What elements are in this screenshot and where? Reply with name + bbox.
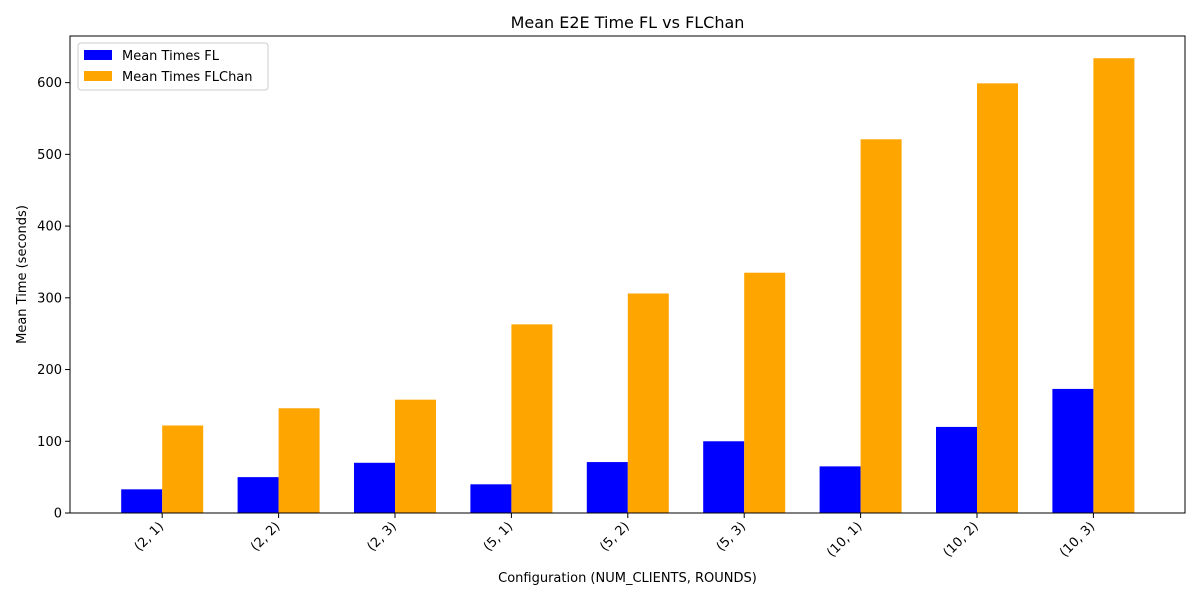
legend-box [77, 42, 269, 91]
x-tick-label-7: (10, 2) [941, 519, 982, 560]
bar-flchan-3 [511, 324, 553, 513]
bar-flchan-1 [278, 408, 320, 513]
legend-swatch-flchan [84, 71, 112, 81]
x-tick-label-5: (5, 3) [714, 519, 749, 554]
legend-label-flchan: Mean Times FLChan [122, 70, 253, 85]
bar-flchan-7 [977, 83, 1018, 513]
x-tick-label-6: (10, 1) [824, 519, 865, 560]
bar-flchan-5 [744, 272, 786, 513]
x-tick-label-3: (5, 1) [481, 519, 516, 554]
x-tick-label-2: (2, 3) [365, 519, 400, 554]
bar-fl-5 [703, 441, 745, 513]
bar-fl-1 [237, 477, 279, 513]
y-axis: 0 100 200 300 400 500 600 [37, 76, 70, 522]
x-tick-label-0: (2, 1) [132, 519, 167, 554]
bar-flchan-2 [395, 399, 436, 513]
x-tick-label-8: (10, 3) [1057, 519, 1098, 560]
chart-title: Mean E2E Time FL vs FLChan [511, 13, 745, 32]
y-tick-label-2: 200 [37, 363, 62, 378]
bar-fl-8 [1052, 388, 1094, 513]
bars-group [121, 58, 1135, 514]
plot-frame [69, 35, 1186, 514]
y-tick-label-4: 400 [37, 220, 62, 235]
bar-flchan-6 [860, 139, 902, 513]
bar-fl-3 [470, 484, 512, 513]
x-tick-label-4: (5, 2) [597, 519, 632, 554]
x-axis: (2, 1) (2, 2) (2, 3) (5, 1) (5, 2) (5, 3) (10,… [132, 513, 1098, 560]
y-axis-title: Mean Time (seconds) [15, 205, 30, 344]
bar-flchan-4 [627, 293, 669, 513]
y-tick-label-1: 100 [37, 435, 62, 450]
legend-label-fl: Mean Times FL [122, 49, 220, 64]
legend-swatch-fl [84, 50, 112, 60]
bar-fl-6 [819, 466, 861, 513]
bar-flchan-0 [162, 425, 204, 513]
bar-flchan-8 [1093, 58, 1135, 514]
legend: Mean Times FL Mean Times FLChan [77, 42, 269, 91]
y-tick-label-5: 500 [37, 148, 62, 163]
x-axis-title: Configuration (NUM_CLIENTS, ROUNDS) [498, 571, 757, 586]
y-tick-label-6: 600 [37, 76, 62, 91]
x-tick-label-1: (2, 2) [248, 519, 283, 554]
bar-fl-2 [354, 462, 395, 513]
y-tick-label-3: 300 [37, 291, 62, 306]
y-tick-label-0: 0 [54, 507, 62, 522]
bar-fl-4 [586, 462, 628, 513]
bar-fl-0 [121, 489, 163, 513]
bar-fl-7 [936, 426, 977, 513]
